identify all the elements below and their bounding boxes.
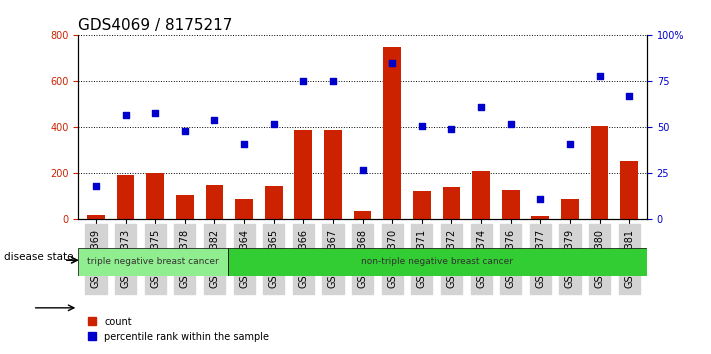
Point: [387, 60, 398, 66]
Bar: [117, 175, 134, 219]
Bar: [442, 187, 461, 219]
Text: disease state: disease state: [4, 252, 73, 262]
Point: [179, 128, 191, 134]
Point: [594, 73, 605, 79]
Point: [90, 183, 102, 189]
Point: [535, 196, 546, 202]
Point: [268, 121, 279, 127]
Point: [624, 93, 635, 99]
Bar: [146, 173, 164, 219]
Point: [446, 126, 457, 132]
Bar: [531, 216, 549, 219]
Bar: [87, 215, 105, 219]
Point: [298, 79, 309, 84]
Bar: [294, 130, 312, 219]
FancyBboxPatch shape: [228, 248, 647, 276]
Text: GDS4069 / 8175217: GDS4069 / 8175217: [78, 18, 232, 33]
Bar: [472, 171, 490, 219]
Point: [357, 167, 368, 173]
Legend: count, percentile rank within the sample: count, percentile rank within the sample: [83, 313, 273, 346]
Bar: [176, 195, 193, 219]
Point: [476, 104, 487, 110]
Bar: [561, 199, 579, 219]
Bar: [502, 189, 520, 219]
FancyBboxPatch shape: [78, 248, 228, 276]
Bar: [205, 185, 223, 219]
Text: non-triple negative breast cancer: non-triple negative breast cancer: [361, 257, 513, 267]
Text: triple negative breast cancer: triple negative breast cancer: [87, 257, 219, 267]
Point: [416, 123, 427, 129]
Point: [149, 110, 161, 115]
Point: [120, 112, 132, 118]
Bar: [353, 211, 371, 219]
Point: [565, 141, 576, 147]
Point: [505, 121, 516, 127]
Bar: [383, 47, 401, 219]
Bar: [264, 186, 282, 219]
Point: [238, 141, 250, 147]
Bar: [591, 126, 609, 219]
Point: [327, 79, 338, 84]
Point: [209, 117, 220, 123]
Bar: [413, 191, 431, 219]
Bar: [235, 199, 253, 219]
Bar: [324, 130, 342, 219]
Bar: [620, 161, 638, 219]
